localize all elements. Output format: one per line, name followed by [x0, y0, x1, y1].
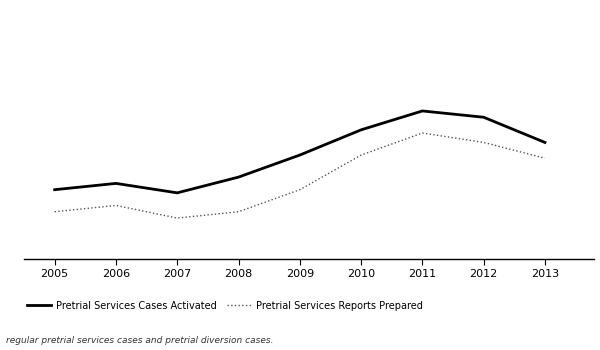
Pretrial Services Cases Activated: [419, 109, 426, 113]
Line: Pretrial Services Reports Prepared: Pretrial Services Reports Prepared: [55, 133, 545, 218]
Pretrial Services Reports Prepared: [541, 156, 548, 160]
Pretrial Services Reports Prepared: [419, 131, 426, 135]
Text: Federal Pretrial Services Cases Activated And Reports Prepared: Federal Pretrial Services Cases Activate…: [87, 20, 513, 33]
Line: Pretrial Services Cases Activated: Pretrial Services Cases Activated: [55, 111, 545, 193]
Pretrial Services Cases Activated: [541, 140, 548, 145]
Pretrial Services Reports Prepared: [51, 210, 58, 214]
Pretrial Services Cases Activated: [358, 128, 365, 132]
Pretrial Services Cases Activated: [296, 153, 304, 157]
Pretrial Services Reports Prepared: [480, 140, 487, 145]
Pretrial Services Cases Activated: [51, 188, 58, 192]
Pretrial Services Cases Activated: [173, 191, 181, 195]
Legend: Pretrial Services Cases Activated, Pretrial Services Reports Prepared: Pretrial Services Cases Activated, Pretr…: [23, 297, 427, 315]
Pretrial Services Cases Activated: [235, 175, 242, 179]
Text: Years Ending March 31: Years Ending March 31: [229, 46, 371, 55]
Pretrial Services Cases Activated: [112, 181, 119, 186]
Pretrial Services Cases Activated: [480, 115, 487, 119]
Pretrial Services Reports Prepared: [296, 188, 304, 192]
Pretrial Services Reports Prepared: [173, 216, 181, 220]
Text: regular pretrial services cases and pretrial diversion cases.: regular pretrial services cases and pret…: [6, 336, 274, 345]
Pretrial Services Reports Prepared: [358, 153, 365, 157]
Pretrial Services Reports Prepared: [235, 210, 242, 214]
Pretrial Services Reports Prepared: [112, 203, 119, 208]
